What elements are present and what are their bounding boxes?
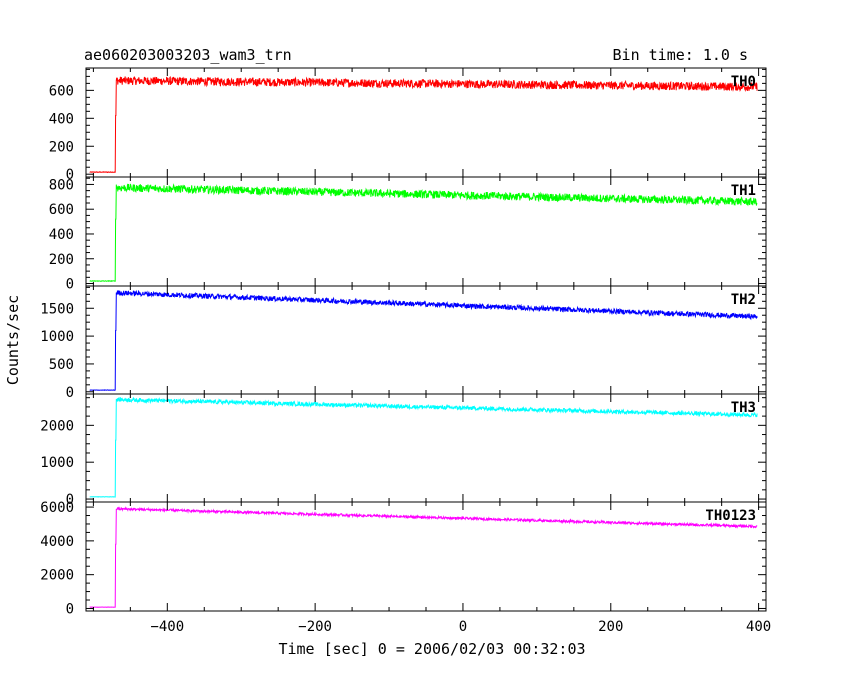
chart-title-left: ae060203003203_wam3_trn [84, 46, 292, 64]
y-tick-label: 0 [66, 167, 74, 183]
series-line-th3 [89, 396, 758, 498]
panel-th2: 0 500 1000 1500 TH2 [40, 285, 767, 401]
panel-label-th0: TH0 [731, 74, 756, 90]
x-tick-label: 400 [746, 619, 771, 635]
y-tick-label: 0 [66, 385, 74, 401]
x-axis: −400 −200 0 200 400 [150, 619, 771, 635]
y-tick-label: 400 [49, 111, 74, 127]
chart-title-right: Bin time: 1.0 s [613, 46, 748, 64]
y-tick-label: 600 [49, 202, 74, 218]
x-axis-label: Time [sec] 0 = 2006/02/03 00:32:03 [278, 640, 585, 658]
panel-label-th2: TH2 [731, 292, 756, 308]
panel-th0123: 0 2000 4000 6000 TH0123 [40, 500, 767, 617]
y-tick-label: 600 [49, 83, 74, 99]
x-tick-label: −200 [298, 619, 332, 635]
series-line-th0 [89, 76, 758, 174]
panel-th1: 0 200 400 600 800 TH1 [49, 176, 767, 293]
y-tick-label: 800 [49, 177, 74, 193]
series-line-th0123 [89, 506, 758, 608]
panel-frame [85, 285, 767, 395]
x-tick-label: 200 [598, 619, 623, 635]
y-tick-label: 1000 [40, 329, 74, 345]
x-tick-label: −400 [150, 619, 184, 635]
y-tick-label: 200 [49, 139, 74, 155]
panel-th3: 0 1000 2000 TH3 [40, 393, 767, 508]
y-tick-label: 6000 [40, 500, 74, 516]
y-axis-label: Counts/sec [4, 295, 22, 385]
y-tick-label: 0 [66, 277, 74, 293]
y-tick-label: 400 [49, 227, 74, 243]
y-tick-label: 0 [66, 601, 74, 617]
y-tick-label: 200 [49, 252, 74, 268]
panel-frame [85, 501, 767, 612]
x-tick-label: 0 [459, 619, 467, 635]
y-tick-label: 500 [49, 357, 74, 373]
y-tick-label: 1500 [40, 301, 74, 317]
panel-label-th3: TH3 [731, 400, 756, 416]
panel-label-th1: TH1 [731, 183, 756, 199]
y-tick-label: 2000 [40, 418, 74, 434]
y-tick-label: 4000 [40, 534, 74, 550]
series-line-th1 [89, 183, 758, 283]
panel-th0: 0 200 400 600 TH0 [49, 67, 767, 183]
y-tick-label: 2000 [40, 568, 74, 584]
panel-label-th0123: TH0123 [705, 508, 756, 524]
series-line-th2 [89, 289, 758, 392]
panels-group: 0 200 400 600 TH0 0 200 400 600 800 TH1 0 500 1000 150… [40, 67, 767, 617]
y-tick-label: 0 [66, 492, 74, 508]
y-tick-label: 1000 [40, 455, 74, 471]
panel-frame [85, 393, 767, 503]
